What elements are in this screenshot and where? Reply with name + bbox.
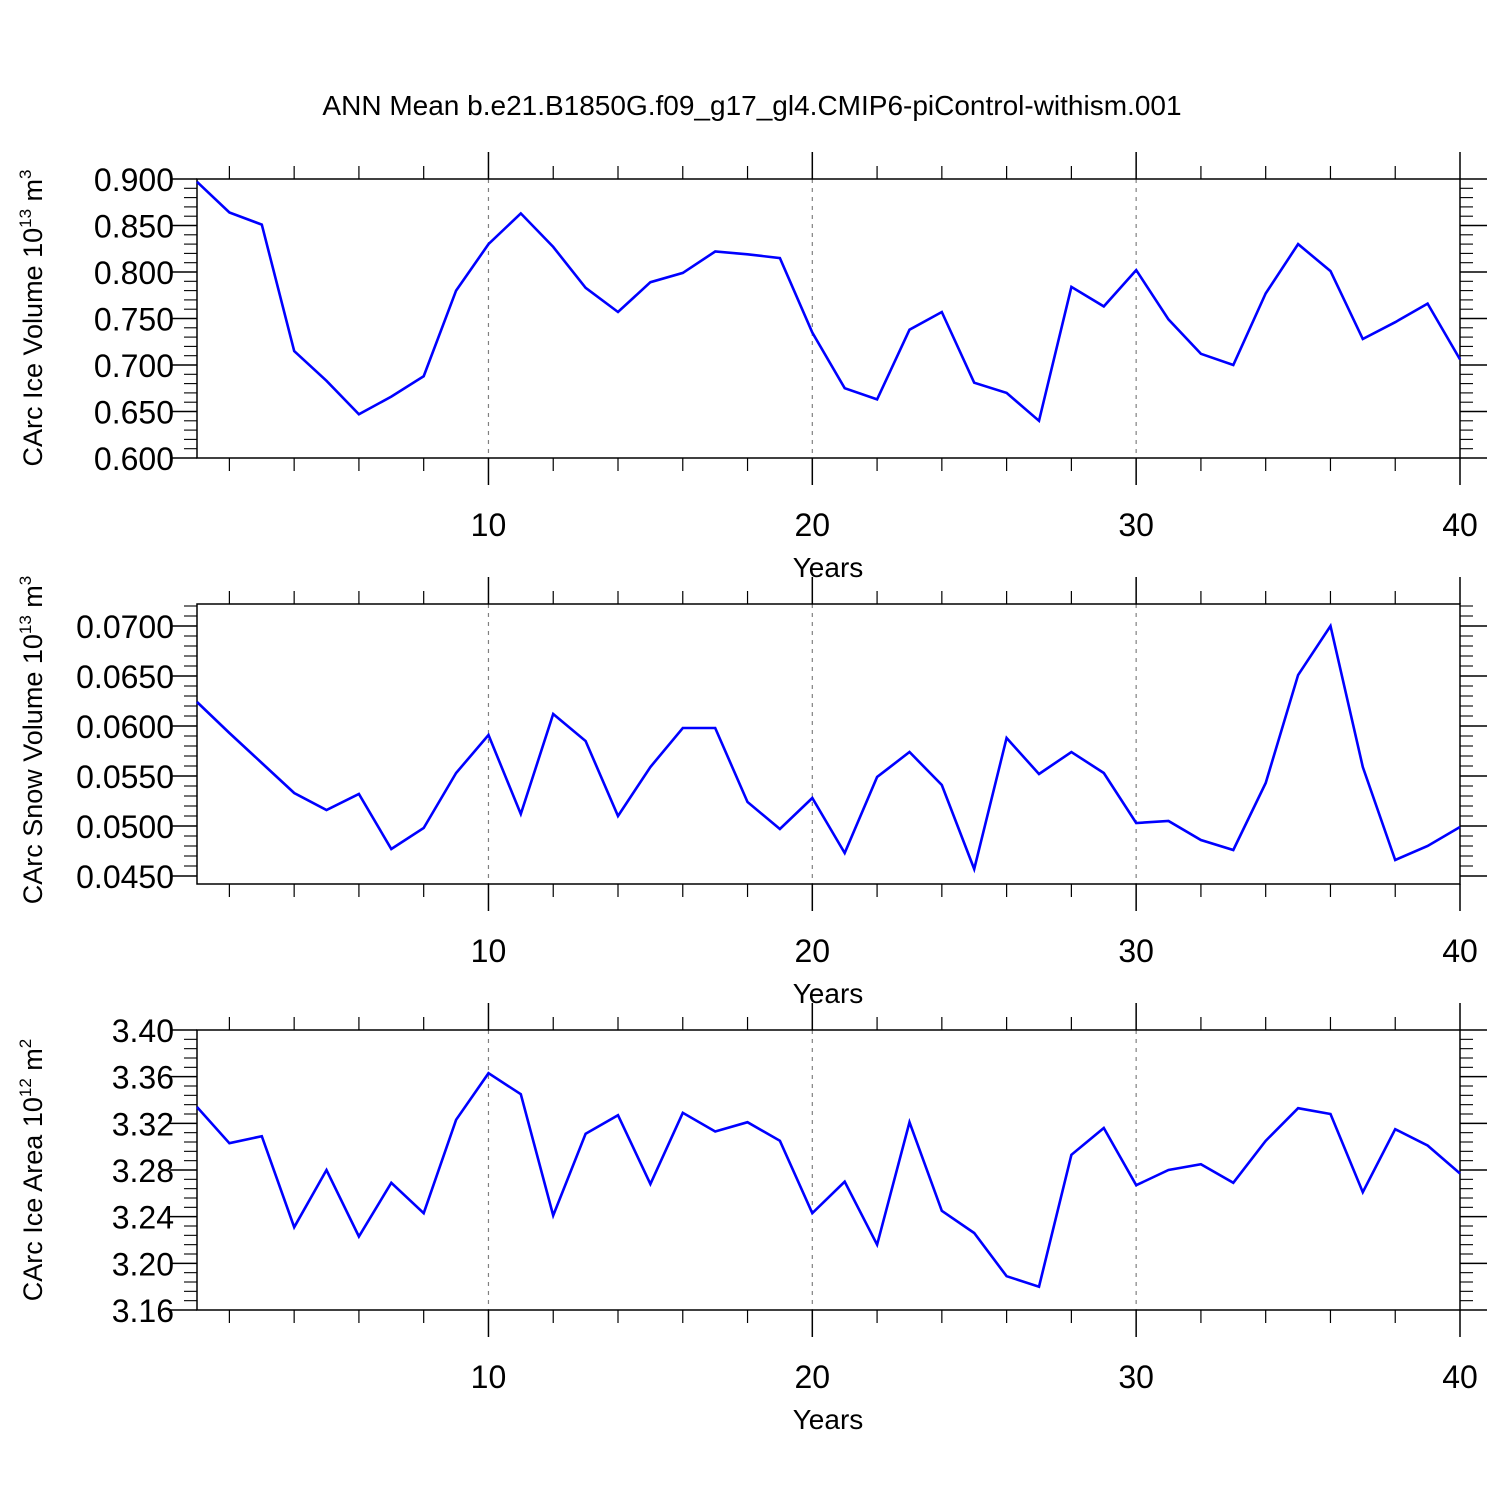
plot-frame xyxy=(196,603,1461,885)
x-tick-label: 20 xyxy=(795,933,831,969)
y-axis-label-text: CArc Snow Volume 10 xyxy=(18,634,48,904)
y-axis-label-superscript: 12 xyxy=(16,1078,35,1097)
y-tick-label: 0.600 xyxy=(94,441,174,477)
y-tick-label: 0.900 xyxy=(94,162,174,198)
y-tick-label: 3.32 xyxy=(112,1106,174,1142)
y-tick-label: 0.0450 xyxy=(76,859,174,895)
y-tick-label: 3.24 xyxy=(112,1200,174,1236)
plot-frame xyxy=(196,178,1461,459)
x-tick-label: 10 xyxy=(471,933,507,969)
chart-panel-3: 10 20 30 40 3.16 3.20 3.24 3.28 3.32 3.36 3.40 Year… xyxy=(16,1003,1487,1435)
y-tick-label: 0.700 xyxy=(94,348,174,384)
y-axis-label-text: m xyxy=(18,1048,48,1078)
x-axis-label: Years xyxy=(793,1404,864,1435)
x-tick-label: 10 xyxy=(471,1359,507,1395)
y-tick-label: 3.20 xyxy=(112,1246,174,1282)
x-tick-label: 10 xyxy=(471,507,507,543)
y-axis-label-superscript: 13 xyxy=(16,615,35,634)
y-tick-label: 0.0500 xyxy=(76,809,174,845)
chart-panel-2: 10 20 30 40 0.0450 0.0500 0.0550 0.0600 0.0650 0.… xyxy=(16,576,1487,1009)
y-tick-label: 3.36 xyxy=(112,1060,174,1096)
y-tick-label: 0.0700 xyxy=(76,609,174,645)
panels: 10 20 30 40 0.600 0.650 0.700 0.750 0.800 0.850 0.… xyxy=(16,152,1487,1435)
y-axis-label-text: CArc Ice Area 10 xyxy=(18,1097,48,1301)
x-tick-label: 30 xyxy=(1118,933,1154,969)
x-tick-label: 30 xyxy=(1118,507,1154,543)
y-tick-label: 0.650 xyxy=(94,395,174,431)
figure-title: ANN Mean b.e21.B1850G.f09_g17_gl4.CMIP6-… xyxy=(322,90,1181,121)
y-axis-label: CArc Ice Area 1012 m2 xyxy=(16,1039,48,1302)
y-axis-label: CArc Ice Volume 1013 m3 xyxy=(16,169,48,466)
plot-frame xyxy=(196,1029,1461,1311)
y-axis-label-text: m xyxy=(18,179,48,209)
x-tick-label: 20 xyxy=(795,507,831,543)
x-axis-label: Years xyxy=(793,552,864,583)
x-tick-label: 40 xyxy=(1442,507,1478,543)
x-tick-label: 30 xyxy=(1118,1359,1154,1395)
y-tick-label: 0.0650 xyxy=(76,659,174,695)
series-line xyxy=(196,1071,1461,1289)
y-axis-label: CArc Snow Volume 1013 m3 xyxy=(16,576,48,905)
y-tick-label: 0.850 xyxy=(94,209,174,245)
y-tick-label: 3.40 xyxy=(112,1013,174,1049)
x-tick-label: 20 xyxy=(795,1359,831,1395)
y-axis-label-superscript: 13 xyxy=(16,209,35,228)
y-axis-label-text: CArc Ice Volume 10 xyxy=(18,228,48,467)
x-tick-label: 40 xyxy=(1442,933,1478,969)
series-line xyxy=(196,180,1462,424)
y-axis-label-text: m xyxy=(18,585,48,615)
y-tick-label: 0.750 xyxy=(94,302,174,338)
x-axis-label: Years xyxy=(793,978,864,1009)
y-axis-label-superscript: 3 xyxy=(16,169,35,178)
x-tick-label: 40 xyxy=(1442,1359,1478,1395)
chart-panel-1: 10 20 30 40 0.600 0.650 0.700 0.750 0.800 0.850 0.… xyxy=(16,152,1487,583)
y-tick-label: 3.16 xyxy=(112,1293,174,1329)
y-tick-label: 3.28 xyxy=(112,1153,174,1189)
y-axis-label-superscript: 3 xyxy=(16,576,35,585)
y-tick-label: 0.800 xyxy=(94,255,174,291)
y-axis-label-superscript: 2 xyxy=(16,1039,35,1048)
y-tick-label: 0.0600 xyxy=(76,709,174,745)
y-tick-label: 0.0550 xyxy=(76,759,174,795)
series-line xyxy=(196,622,1461,874)
